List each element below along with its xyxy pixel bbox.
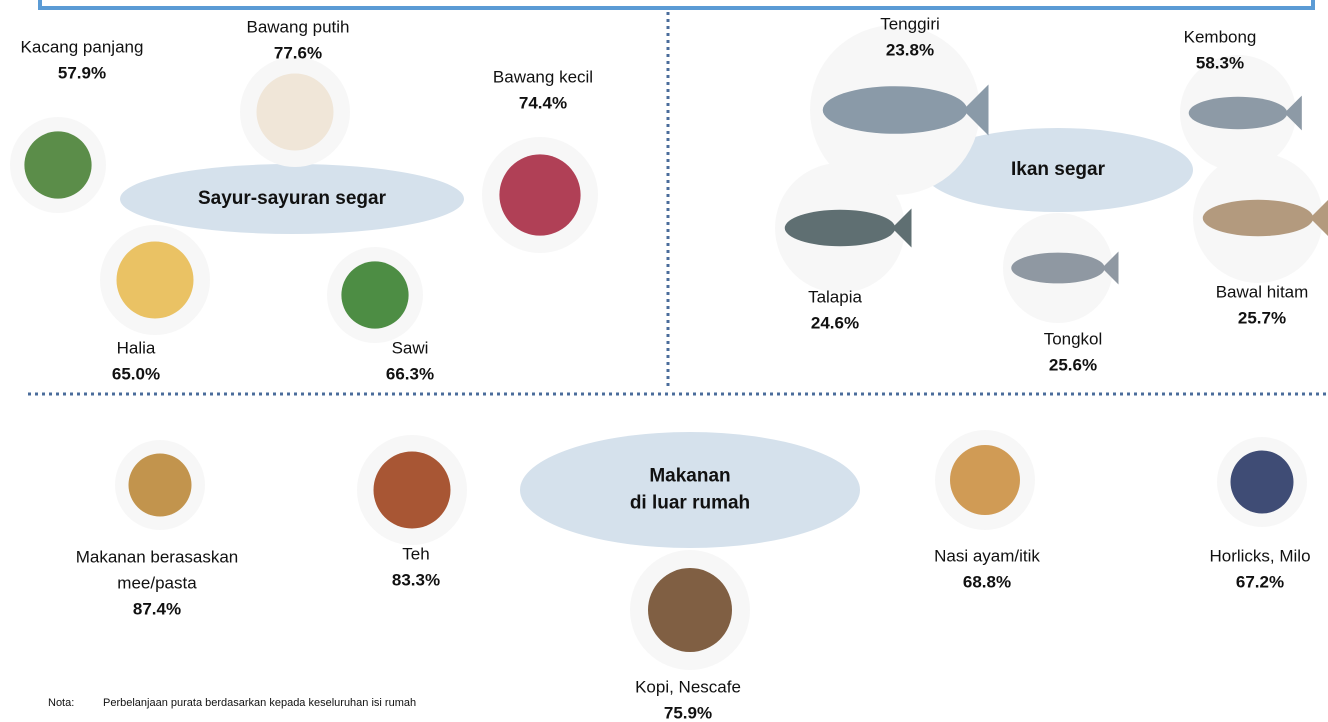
category-title: Makanan [649, 466, 730, 487]
item-image [1011, 252, 1105, 284]
item-value: 58.3% [1196, 53, 1244, 72]
item-image [1310, 200, 1328, 236]
item-value: 83.3% [392, 570, 440, 589]
item-label: Kopi, Nescafe [635, 677, 741, 696]
note-label: Nota: [48, 697, 74, 709]
item-image [784, 209, 896, 247]
item-label: Bawang kecil [493, 67, 593, 86]
item-image [1202, 199, 1314, 237]
item-value: 57.9% [58, 63, 106, 82]
item-value: 65.0% [112, 364, 160, 383]
item-label: Tongkol [1044, 329, 1103, 348]
item-image [116, 241, 194, 319]
item-label: Teh [402, 544, 429, 563]
category-title: di luar rumah [630, 493, 750, 514]
category-ellipse [120, 164, 464, 234]
item-label: Makanan berasaskan [76, 547, 239, 566]
item-image [892, 208, 912, 248]
category-title: Sayur-sayuran segar [198, 188, 387, 209]
item-value: 66.3% [386, 364, 434, 383]
item-label: Bawang putih [246, 17, 349, 36]
item-image [499, 154, 581, 236]
item-value: 68.8% [963, 572, 1011, 591]
item-value: 74.4% [519, 93, 567, 112]
category-title: Ikan segar [1011, 159, 1106, 180]
item-image [1230, 450, 1294, 514]
item-value: 25.6% [1049, 355, 1097, 374]
item-label: Tenggiri [880, 14, 940, 33]
item-image [1188, 96, 1288, 130]
item-label: Kembong [1184, 27, 1257, 46]
item-label: mee/pasta [117, 573, 197, 592]
item-label: Kacang panjang [21, 37, 144, 56]
item-image [648, 568, 732, 652]
item-image [24, 131, 92, 199]
item-image [256, 73, 334, 151]
item-label: Nasi ayam/itik [934, 546, 1040, 565]
item-value: 75.9% [664, 703, 712, 722]
item-label: Bawal hitam [1216, 282, 1309, 301]
item-value: 25.7% [1238, 308, 1286, 327]
note-text: Perbelanjaan purata berdasarkan kepada k… [103, 697, 416, 709]
item-image [341, 261, 409, 329]
item-value: 77.6% [274, 43, 322, 62]
item-label: Horlicks, Milo [1209, 546, 1310, 565]
item-image [1102, 251, 1119, 285]
item-image [128, 453, 192, 517]
item-image [963, 84, 989, 136]
item-value: 24.6% [811, 313, 859, 332]
header-frame [38, 0, 1315, 10]
item-value: 87.4% [133, 599, 181, 618]
item-label: Sawi [392, 338, 429, 357]
item-label: Halia [117, 338, 156, 357]
item-value: 23.8% [886, 40, 934, 59]
item-value: 67.2% [1236, 572, 1284, 591]
item-image [1284, 95, 1302, 131]
item-image [950, 445, 1020, 515]
category-ellipse [923, 128, 1193, 212]
item-image [373, 451, 451, 529]
category-ellipse [520, 432, 860, 548]
item-label: Talapia [808, 287, 862, 306]
item-image [822, 86, 968, 134]
